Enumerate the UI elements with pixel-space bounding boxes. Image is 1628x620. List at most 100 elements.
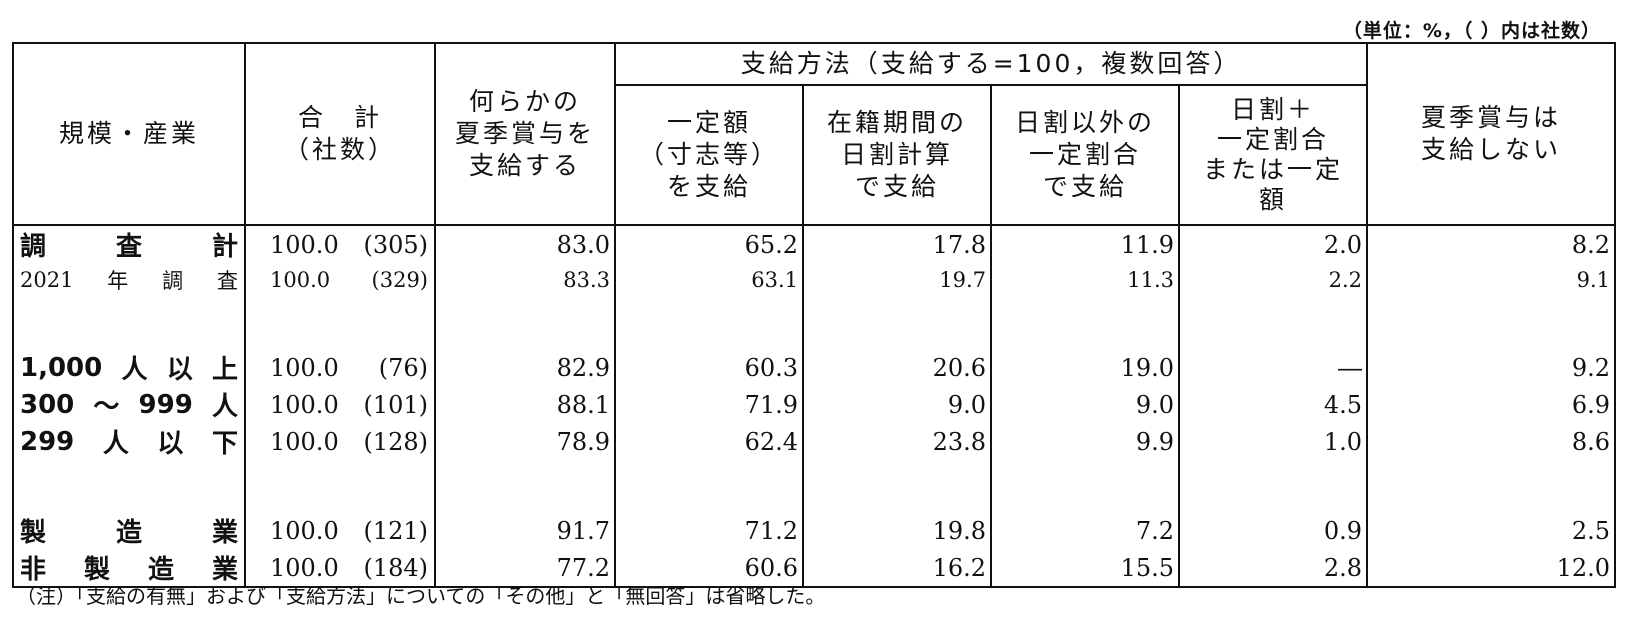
table-row: 製 造 業 100.0 (121) 91.7 71.2 19.8 7.2 0.9 2.… [12, 512, 1616, 549]
count-value: (305) [363, 230, 428, 259]
row-label-part: 299 [20, 426, 75, 457]
row-label: 300 ～ 999 人 [12, 386, 246, 423]
row-label-part: 下 [211, 429, 238, 459]
daily-cell: 23.8 [802, 423, 992, 460]
row-label-text: 300 ～ 999 人 [20, 386, 238, 423]
table-row: 299 人以下 100.0 (128) 78.9 62.4 23.8 9.9 1.0… [12, 423, 1616, 460]
row-label-text: 1,000 人以上 [20, 349, 238, 386]
row-label-text: 製造業 [20, 512, 238, 549]
table-row: 1,000 人以上 100.0 (76) 82.9 60.3 20.6 19.0 ―… [12, 349, 1616, 386]
row-label-part: 1,000 [20, 352, 103, 383]
table-row: 2021 年 調 査 100.0 (329) 83.3 63.1 19.7 11.3 2… [12, 263, 1616, 297]
row-label-part: 以 [166, 355, 193, 385]
summer-bonus-table: 規模・産業 合 計 （社数） 何らかの 夏季賞与を 支給する 支給方法（支給する… [12, 42, 1616, 588]
fixed-cell: 71.9 [614, 386, 804, 423]
row-label-text: 調査計 [20, 226, 238, 263]
any-pay-cell: 77.2 [434, 549, 616, 588]
daily-cell: 9.0 [802, 386, 992, 423]
header-daily: 在籍期間の 日割計算 で支給 [802, 84, 992, 226]
row-label-part: 999 [138, 389, 193, 420]
other-ratio-cell: 7.2 [990, 512, 1180, 549]
total-cell: 100.0 (305) [244, 224, 436, 263]
other-ratio-cell: 9.0 [990, 386, 1180, 423]
daily-plus-cell: 4.5 [1177, 386, 1369, 423]
fixed-cell: 63.1 [614, 263, 804, 297]
total-cell: 100.0 (128) [244, 423, 436, 460]
total-value: 100.0 [270, 427, 339, 456]
row-label-part: 年 [107, 269, 129, 293]
other-ratio-cell: 11.3 [990, 263, 1180, 297]
count-value: (76) [378, 353, 428, 382]
total-value: 100.0 [270, 553, 339, 582]
spacer-row [12, 297, 1616, 349]
header-any-pay: 何らかの 夏季賞与を 支給する [434, 42, 616, 226]
row-label-part: 造 [115, 518, 142, 548]
total-value: 100.0 [270, 353, 339, 382]
not-pay-cell: 2.5 [1366, 512, 1616, 549]
other-ratio-cell: 15.5 [990, 549, 1180, 588]
row-label: 調査計 [12, 224, 246, 263]
any-pay-cell: 88.1 [434, 386, 616, 423]
any-pay-cell: 78.9 [434, 423, 616, 460]
row-label: 非製造業 [12, 549, 246, 588]
row-label: 製造業 [12, 512, 246, 549]
row-label-part: 業 [211, 518, 238, 548]
daily-plus-cell: 2.2 [1177, 263, 1369, 297]
not-pay-cell: 12.0 [1366, 549, 1616, 588]
row-label: 1,000 人以上 [12, 349, 246, 386]
count-value: (128) [363, 427, 428, 456]
total-cell: 100.0 (121) [244, 512, 436, 549]
not-pay-cell: 6.9 [1366, 386, 1616, 423]
total-value: 100.0 [270, 516, 339, 545]
row-label-part: 製 [20, 518, 47, 548]
row-label-text: 2021 年 調 査 [20, 265, 238, 295]
row-label-part: 人 [121, 355, 148, 385]
total-cell: 100.0 (184) [244, 549, 436, 588]
other-ratio-cell: 11.9 [990, 224, 1180, 263]
any-pay-cell: 83.0 [434, 224, 616, 263]
total-value: 100.0 [270, 390, 339, 419]
daily-cell: 16.2 [802, 549, 992, 588]
row-label-text: 非製造業 [20, 549, 238, 586]
any-pay-cell: 91.7 [434, 512, 616, 549]
row-label-part: 造 [147, 555, 174, 585]
fixed-cell: 62.4 [614, 423, 804, 460]
total-cell: 100.0 (329) [244, 263, 436, 297]
header-total: 合 計 （社数） [244, 42, 436, 226]
row-label-part: 上 [211, 355, 238, 385]
row-label-part: 以 [157, 429, 184, 459]
spacer-row [12, 460, 1616, 512]
total-cell: 100.0 (76) [244, 349, 436, 386]
row-label-part: ～ [93, 392, 120, 422]
row-label-part: 調 [20, 232, 47, 262]
count-value: (329) [371, 268, 428, 292]
total-value: 100.0 [270, 230, 339, 259]
row-label-part: 製 [83, 555, 110, 585]
row-label-text: 299 人以下 [20, 423, 238, 460]
total-value: 100.0 [270, 268, 331, 292]
not-pay-cell: 9.2 [1366, 349, 1616, 386]
header-fixed: 一定額 （寸志等） を支給 [614, 84, 804, 226]
unit-note: （単位：%，（ ）内は社数） [1342, 20, 1601, 42]
header-method-group: 支給方法（支給する=100，複数回答） [613, 42, 1369, 86]
other-ratio-cell: 19.0 [990, 349, 1180, 386]
row-label: 2021 年 調 査 [12, 263, 246, 297]
table-row: 300 ～ 999 人 100.0 (101) 88.1 71.9 9.0 9.0 4.… [12, 386, 1616, 423]
any-pay-cell: 82.9 [434, 349, 616, 386]
daily-plus-cell: 2.8 [1177, 549, 1369, 588]
row-label-part: 人 [211, 392, 238, 422]
fixed-cell: 65.2 [614, 224, 804, 263]
row-label-part: 査 [115, 232, 142, 262]
not-pay-cell: 8.6 [1366, 423, 1616, 460]
any-pay-cell: 83.3 [434, 263, 616, 297]
row-label-part: 査 [216, 269, 238, 293]
header-not-pay: 夏季賞与は 支給しない [1366, 42, 1616, 226]
other-ratio-cell: 9.9 [990, 423, 1180, 460]
header-daily-plus: 日割＋ 一定割合 または一定 額 [1177, 84, 1369, 226]
header-size-industry: 規模・産業 [12, 42, 246, 226]
daily-cell: 19.7 [802, 263, 992, 297]
footnote: （注）「支給の有無」および「支給方法」についての「その他」と「無回答」は省略した… [16, 584, 826, 608]
fixed-cell: 71.2 [614, 512, 804, 549]
row-label-part: 非 [20, 555, 47, 585]
table-row: 非製造業 100.0 (184) 77.2 60.6 16.2 15.5 2.8 … [12, 549, 1616, 588]
